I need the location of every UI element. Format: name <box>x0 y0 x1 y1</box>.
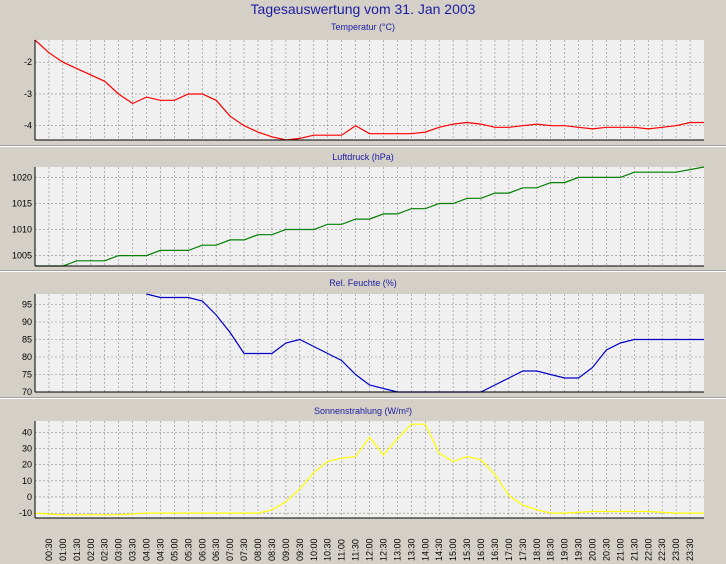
x-tick-label: 17:00 <box>504 538 514 561</box>
x-tick-label: 04:00 <box>142 538 152 561</box>
x-tick-label: 09:00 <box>281 538 291 561</box>
x-tick-label: 13:00 <box>392 538 402 561</box>
x-tick-label: 04:30 <box>155 538 165 561</box>
x-tick-label: 03:30 <box>128 538 138 561</box>
y-tick-label: -4 <box>24 121 32 131</box>
panel-title: Sonnenstrahlung (W/m²) <box>314 406 412 416</box>
y-tick-label: 10 <box>22 476 32 486</box>
x-tick-label: 17:30 <box>518 538 528 561</box>
x-tick-label: 20:30 <box>601 538 611 561</box>
x-tick-label: 16:30 <box>490 538 500 561</box>
x-tick-label: 19:30 <box>574 538 584 561</box>
y-tick-label: 1005 <box>12 251 32 261</box>
panel-separator <box>0 270 726 272</box>
y-tick-label: 1015 <box>12 198 32 208</box>
panel-separator <box>0 145 726 147</box>
y-tick-label: 80 <box>22 352 32 362</box>
x-tick-label: 06:30 <box>211 538 221 561</box>
x-tick-label: 15:00 <box>448 538 458 561</box>
x-tick-label: 05:30 <box>183 538 193 561</box>
x-tick-label: 02:30 <box>100 538 110 561</box>
x-tick-label: 18:30 <box>546 538 556 561</box>
x-tick-label: 11:30 <box>351 539 361 561</box>
y-tick-label: 85 <box>22 335 32 345</box>
x-tick-label: 00:30 <box>44 538 54 561</box>
page-title: Tagesauswertung vom 31. Jan 2003 <box>250 1 476 17</box>
x-tick-label: 07:00 <box>225 538 235 561</box>
y-tick-label: 40 <box>22 427 32 437</box>
y-tick-label: 95 <box>22 300 32 310</box>
y-tick-label: 90 <box>22 317 32 327</box>
x-tick-label: 22:00 <box>643 538 653 561</box>
y-tick-label: -2 <box>24 57 32 67</box>
series-line <box>34 423 704 516</box>
y-tick-label: -3 <box>24 89 32 99</box>
x-tick-label: 02:00 <box>86 538 96 561</box>
panel-title: Temperatur (°C) <box>331 22 395 32</box>
x-tick-label: 08:30 <box>267 538 277 561</box>
x-tick-label: 03:00 <box>114 538 124 561</box>
y-tick-label: 75 <box>22 370 32 380</box>
x-tick-label: 23:30 <box>685 538 695 561</box>
x-tick-label: 14:30 <box>434 538 444 561</box>
x-tick-label: 06:00 <box>197 538 207 561</box>
x-tick-label: 10:30 <box>323 538 333 561</box>
x-tick-label: 12:30 <box>378 538 388 561</box>
x-tick-label: 05:00 <box>169 538 179 561</box>
x-tick-label: 20:00 <box>588 538 598 561</box>
series-line <box>35 166 705 267</box>
x-tick-label: 01:00 <box>58 538 68 561</box>
x-tick-label: 22:30 <box>657 538 667 561</box>
panel-title: Luftdruck (hPa) <box>332 152 394 162</box>
y-tick-label: 30 <box>22 443 32 453</box>
x-tick-label: 08:00 <box>253 538 263 561</box>
y-tick-label: 20 <box>22 460 32 470</box>
x-tick-label: 18:00 <box>532 538 542 561</box>
x-tick-label: 12:00 <box>365 538 375 561</box>
x-tick-label: 13:30 <box>406 538 416 561</box>
y-tick-label: 0 <box>27 492 32 502</box>
x-tick-label: 23:00 <box>671 538 681 561</box>
x-tick-label: 14:00 <box>420 538 430 561</box>
x-tick-label: 07:30 <box>239 538 249 561</box>
y-tick-label: 70 <box>22 387 32 397</box>
series-line <box>34 39 704 141</box>
x-tick-label: 21:00 <box>615 538 625 561</box>
panel-title: Rel. Feuchte (%) <box>329 278 397 288</box>
x-tick-label: 10:00 <box>309 538 319 561</box>
x-tick-label: 16:00 <box>476 538 486 561</box>
x-tick-label: 11:00 <box>337 539 347 561</box>
x-tick-label: 01:30 <box>72 538 82 561</box>
y-tick-label: 1010 <box>12 225 32 235</box>
x-tick-label: 19:00 <box>560 538 570 561</box>
x-tick-label: 09:30 <box>295 538 305 561</box>
y-tick-label: -10 <box>19 508 32 518</box>
x-tick-label: 21:30 <box>629 538 639 561</box>
y-tick-label: 1020 <box>12 172 32 182</box>
x-tick-label: 15:30 <box>462 538 472 561</box>
panel-separator <box>0 397 726 399</box>
